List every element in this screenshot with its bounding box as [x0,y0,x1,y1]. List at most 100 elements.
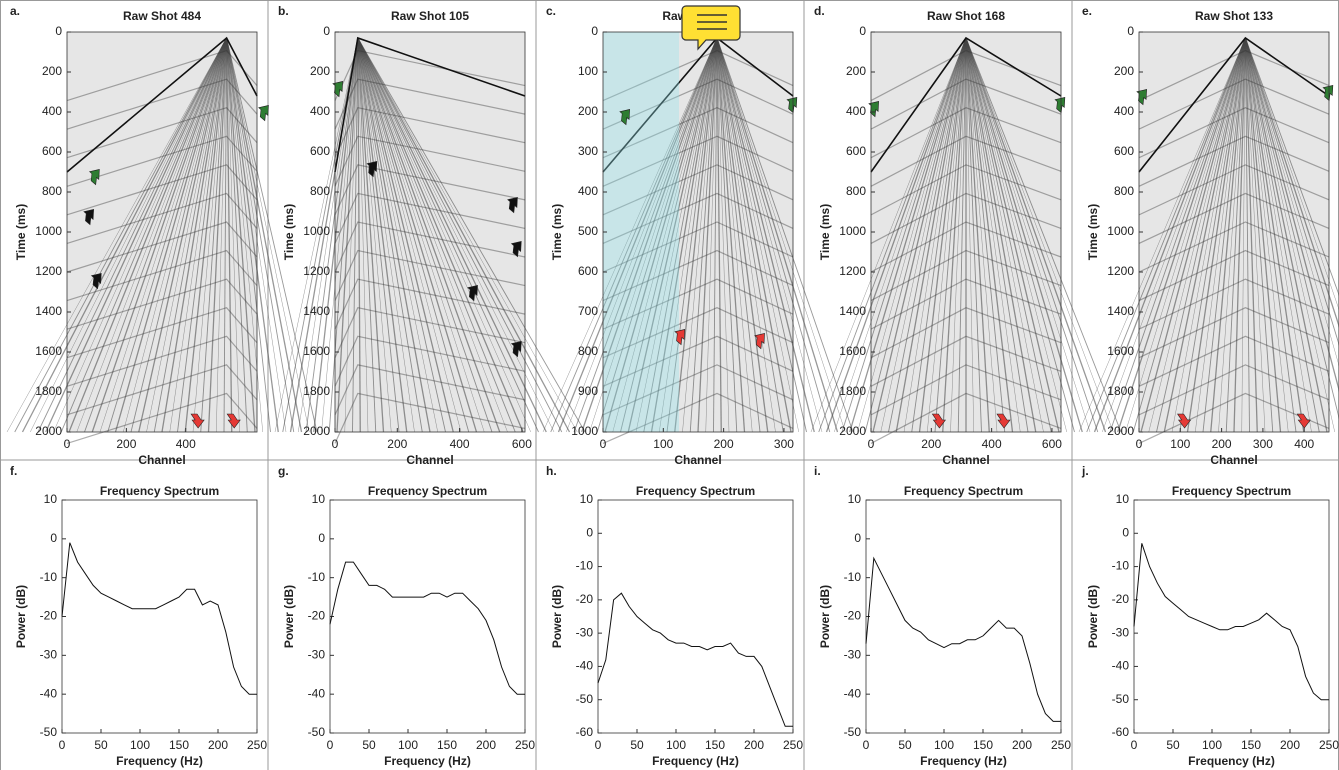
seismic-event [357,37,431,433]
seismic-event [1244,37,1274,433]
spectrum-line [865,556,1061,722]
seismic-wave [1138,278,1330,330]
y-tick-label: 1800 [303,384,330,398]
seismic-event [357,37,438,433]
seismic-event [716,37,815,433]
seismic-event [965,37,1075,433]
seismic-wave [1138,78,1330,130]
first-break [1138,36,1330,173]
y-tick-label: -20 [40,609,58,623]
x-axis-label: Channel [942,453,989,467]
x-tick-label: 50 [94,738,108,752]
seismic-event [716,37,807,433]
seismic-event [192,37,227,433]
seismic-wave [334,249,526,301]
seismic-wave [1138,107,1330,159]
x-tick-label: 100 [653,437,673,451]
seismic-event [226,37,240,433]
x-axis-label: Channel [138,453,185,467]
y-axis-label: Power (dB) [14,585,28,648]
seismic-event [872,37,967,433]
seismic-wave [602,335,794,387]
seismic-wave [66,278,258,330]
seismic-event [573,37,718,433]
seismic-wave [602,249,794,302]
arrow [1322,85,1334,102]
x-tick-label: 50 [1166,738,1180,752]
y-tick-label: 1600 [35,344,62,358]
x-tick-label: 200 [208,738,228,752]
seismic-wave [870,335,1062,387]
seismic-event [965,37,1021,433]
seismic-wave [602,192,794,244]
seismic-event [76,37,227,433]
seismic-event [557,37,718,433]
seismic-event [965,37,1029,433]
arrow [510,241,522,258]
seismic-event [14,37,227,433]
seismic-event [357,37,524,433]
x-axis-label: Frequency (Hz) [116,754,203,768]
seismic-wave [334,335,526,387]
seismic-event [627,37,718,433]
seismic-event [716,37,784,433]
panel-label: i. [814,464,821,478]
seismic-event [918,37,967,433]
seismic-wave [334,107,526,158]
seismic-event [1093,37,1247,433]
seismic-event [895,37,967,433]
seismic-event [298,37,359,433]
arrow [931,413,946,429]
y-tick-label: 600 [578,264,598,278]
seismic-event [1244,37,1297,433]
seismic-panel: a. Raw Shot 484 0 200 400 600 800 1000 1200 1400 1… [6,4,318,467]
seismic-event [99,37,227,433]
seismic-event [818,37,967,433]
y-tick-label: -50 [1112,692,1130,706]
seismic-event [716,37,846,433]
y-axis-label: Power (dB) [1086,585,1100,648]
y-tick-label: -30 [844,648,862,662]
seismic-event [716,37,831,433]
arrow [1177,413,1192,429]
x-tick-label: 150 [437,738,457,752]
seismic-wave [66,135,258,187]
seismic-event [1102,37,1246,433]
seismic-event [352,37,359,433]
seismic-event [1086,37,1246,433]
seismic-event [1140,37,1247,433]
y-tick-label: 2000 [35,424,62,438]
y-axis-label: Power (dB) [550,585,564,648]
x-tick-label: 50 [630,738,644,752]
seismic-event [226,37,248,433]
seismic-wave [334,221,526,273]
x-axis-label: Channel [674,453,721,467]
arrow [83,209,94,226]
seismic-event [1244,37,1250,433]
x-tick-label: 100 [934,738,954,752]
x-tick-label: 250 [1319,738,1339,752]
seismic-wave [1138,164,1330,216]
seismic-event [542,37,718,433]
seismic-event [965,37,1044,433]
panel-title: Frequency Spectrum [100,484,219,498]
y-tick-label: 500 [578,224,598,238]
y-tick-label: 0 [323,24,330,38]
comment-icon [681,5,741,51]
panel-title: Raw Shot 133 [1195,9,1273,23]
y-axis-label: Time (ms) [1086,204,1100,260]
y-tick-label: -40 [576,659,594,673]
first-break [334,36,526,173]
x-tick-label: 400 [982,437,1002,451]
first-break [66,36,258,173]
seismic-wave [602,392,794,444]
x-axis-label: Frequency (Hz) [920,754,1007,768]
y-tick-label: 400 [310,104,330,118]
seismic-event [589,37,718,433]
seismic-panel: b. Raw Shot 105 0 200 400 600 800 1000 1200 1400 1… [274,4,586,467]
y-tick-label: -20 [576,592,594,606]
y-tick-label: 1800 [1107,384,1134,398]
y-tick-label: 0 [591,24,598,38]
seismic-event [965,37,1067,433]
seismic-event [1163,37,1247,433]
